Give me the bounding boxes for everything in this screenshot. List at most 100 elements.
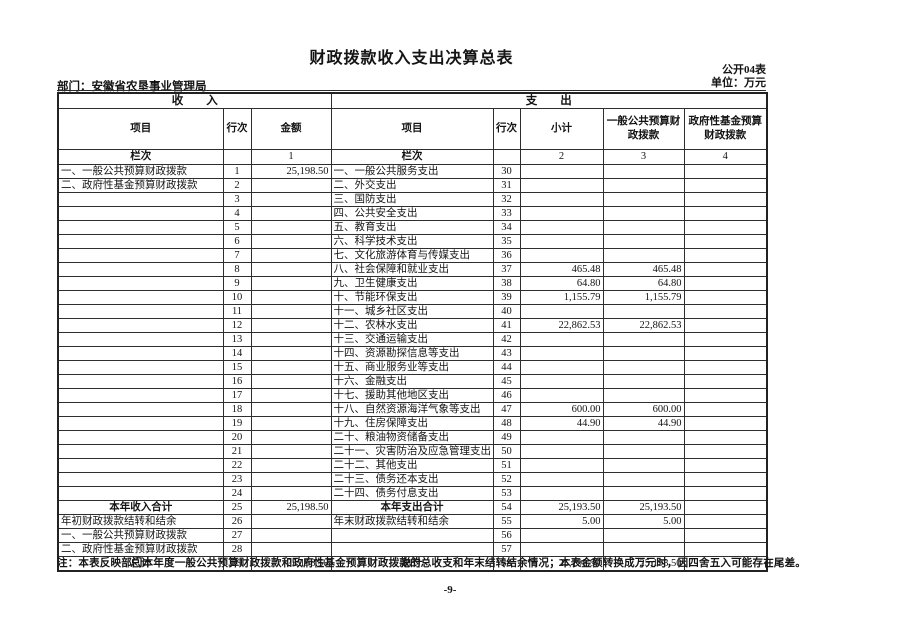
income-item <box>57 472 224 487</box>
expense-subtotal: 25,193.50 <box>519 500 604 515</box>
income-amount <box>250 472 332 487</box>
expense-subtotal <box>519 220 604 235</box>
table-row: 12 十二、农林水支出 41 22,862.53 22,862.53 <box>57 318 768 333</box>
expense-subtotal <box>519 248 604 263</box>
expense-gov-fund <box>683 304 768 319</box>
expense-line: 52 <box>492 472 521 487</box>
expense-gov-fund <box>683 486 768 501</box>
expense-general-budget: 64.80 <box>602 276 685 291</box>
expense-item: 十四、资源勘探信息等支出 <box>330 346 494 361</box>
expense-line: 30 <box>492 164 521 179</box>
income-amount <box>250 430 332 445</box>
income-line: 19 <box>222 416 252 431</box>
expense-subtotal <box>519 304 604 319</box>
column-header-income-item: 项目 <box>57 108 224 150</box>
column-index-income-line <box>222 149 252 165</box>
income-line: 9 <box>222 276 252 291</box>
income-line: 16 <box>222 374 252 389</box>
income-amount <box>250 262 332 277</box>
income-amount <box>250 234 332 249</box>
income-line: 20 <box>222 430 252 445</box>
table-row: 二、政府性基金预算财政拨款 28 57 <box>57 542 768 557</box>
expense-line: 32 <box>492 192 521 207</box>
column-header-expense-subtotal: 小计 <box>519 108 604 150</box>
table-row: 23 二十三、债务还本支出 52 <box>57 472 768 487</box>
income-item <box>57 318 224 333</box>
column-index-expense-general-budget: 3 <box>602 149 685 165</box>
expense-line: 46 <box>492 388 521 403</box>
income-line: 24 <box>222 486 252 501</box>
table-row: 24 二十四、债务付息支出 53 <box>57 486 768 501</box>
income-amount <box>250 276 332 291</box>
expense-line: 58 <box>492 556 521 572</box>
footnote: 注：本表反映部门本年度一般公共预算财政拨款和政府性基金预算财政拨款的总收支和年末… <box>57 558 806 569</box>
expense-gov-fund <box>683 514 768 529</box>
expense-general-budget: 5.00 <box>602 514 685 529</box>
column-header-expense-item: 项目 <box>330 108 494 150</box>
expense-item: 九、卫生健康支出 <box>330 276 494 291</box>
expense-subtotal: 22,862.53 <box>519 318 604 333</box>
column-header-income-amount: 金额 <box>250 108 332 150</box>
table-row: 20 二十、粮油物资储备支出 49 <box>57 430 768 445</box>
expense-subtotal <box>519 528 604 543</box>
expense-general-budget <box>602 486 685 501</box>
expense-subtotal: 465.48 <box>519 262 604 277</box>
expense-line: 40 <box>492 304 521 319</box>
income-amount <box>250 374 332 389</box>
expense-general-budget <box>602 164 685 179</box>
table-row: 本年收入合计 25 25,198.50 本年支出合计 54 25,193.50 25,193… <box>57 500 768 515</box>
column-index-expense-line <box>492 149 521 165</box>
expense-item: 总计 <box>330 556 494 572</box>
income-amount <box>250 304 332 319</box>
income-amount <box>250 290 332 305</box>
expense-line: 56 <box>492 528 521 543</box>
income-item <box>57 486 224 501</box>
expense-line: 36 <box>492 248 521 263</box>
expense-general-budget: 1,155.79 <box>602 290 685 305</box>
expense-general-budget: 600.00 <box>602 402 685 417</box>
income-item <box>57 388 224 403</box>
expense-subtotal <box>519 346 604 361</box>
expense-line: 42 <box>492 332 521 347</box>
expense-general-budget <box>602 332 685 347</box>
expense-gov-fund <box>683 332 768 347</box>
expense-item: 二、外交支出 <box>330 178 494 193</box>
table-row: 总计 29 25,198.50 总计 58 25,198.50 25,198.50 <box>57 556 768 572</box>
expense-gov-fund <box>683 276 768 291</box>
expense-subtotal: 44.90 <box>519 416 604 431</box>
expense-item: 十五、商业服务业等支出 <box>330 360 494 375</box>
expense-subtotal <box>519 178 604 193</box>
expense-gov-fund <box>683 262 768 277</box>
table-row: 22 二十二、其他支出 51 <box>57 458 768 473</box>
income-item <box>57 360 224 375</box>
section-header-row: 收 入支 出 <box>57 92 768 109</box>
expense-line: 35 <box>492 234 521 249</box>
column-header-row: 项目 行次 金额 项目 行次 小计 一般公共预算财政拨款 政府性基金预算财政拨款 <box>57 108 768 150</box>
income-amount: 25,198.50 <box>250 556 332 572</box>
table-row: 一、一般公共预算财政拨款 27 56 <box>57 528 768 543</box>
income-amount <box>250 346 332 361</box>
expense-general-budget <box>602 248 685 263</box>
income-item: 二、政府性基金预算财政拨款 <box>57 178 224 193</box>
expense-line: 54 <box>492 500 521 515</box>
expense-gov-fund <box>683 528 768 543</box>
expense-subtotal <box>519 472 604 487</box>
column-header-expense-line: 行次 <box>492 108 521 150</box>
income-line: 13 <box>222 332 252 347</box>
column-index-expense-gov-fund: 4 <box>683 149 768 165</box>
table-row: 11 十一、城乡社区支出 40 <box>57 304 768 319</box>
table-row: 3 三、国防支出 32 <box>57 192 768 207</box>
expense-subtotal <box>519 360 604 375</box>
expense-general-budget <box>602 374 685 389</box>
income-item <box>57 290 224 305</box>
expense-gov-fund <box>683 458 768 473</box>
expense-item: 十六、金融支出 <box>330 374 494 389</box>
expense-subtotal <box>519 430 604 445</box>
expense-general-budget <box>602 388 685 403</box>
table-row: 5 五、教育支出 34 <box>57 220 768 235</box>
budget-summary-table: 收 入支 出项目 行次 金额 项目 行次 小计 一般公共预算财政拨款 政府性基金预算财政拨款栏… <box>57 92 769 572</box>
expense-gov-fund <box>683 500 768 515</box>
expense-item <box>330 528 494 543</box>
column-header-expense-general-budget: 一般公共预算财政拨款 <box>602 108 685 150</box>
column-index-expense-item: 栏次 <box>330 149 494 165</box>
